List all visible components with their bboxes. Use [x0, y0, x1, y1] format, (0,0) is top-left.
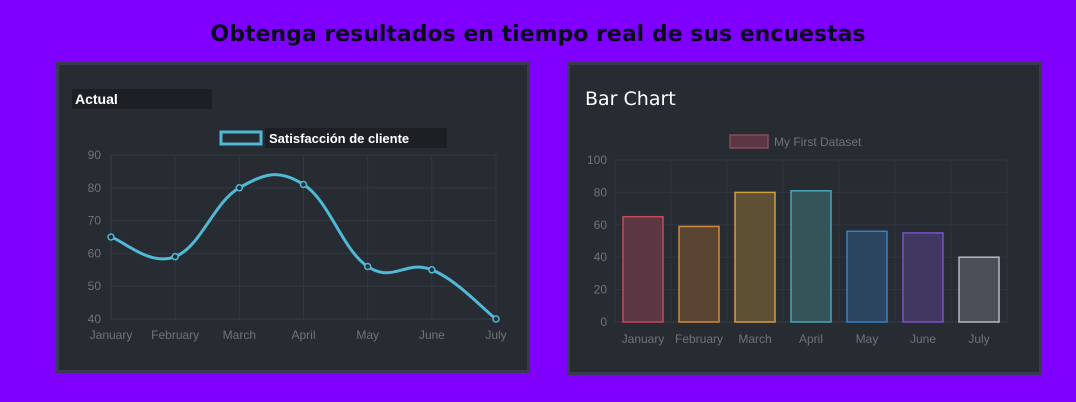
- data-point: [299, 180, 308, 189]
- data-point: [428, 266, 436, 274]
- y-tick-label: 20: [594, 283, 608, 297]
- line-chart-title: Actual: [72, 89, 212, 109]
- legend-swatch: [219, 130, 263, 146]
- bar-chart-panel: Bar Chart 0 20 40 60 80 100 My First Dataset Ja…: [567, 62, 1042, 375]
- x-tick-label: June: [910, 332, 936, 346]
- y-tick-label: 70: [88, 214, 102, 228]
- x-tick-label: May: [856, 332, 879, 346]
- line-chart: 40 50 60 70 80 90 January February March April May…: [88, 128, 507, 342]
- x-tick-label: February: [675, 332, 723, 346]
- y-tick-label: 60: [88, 246, 102, 260]
- x-tick-label: February: [151, 328, 199, 342]
- x-tick-label: March: [738, 332, 771, 346]
- bar: [622, 215, 664, 323]
- data-point: [492, 315, 500, 323]
- bar-chart-title: Bar Chart: [585, 88, 676, 110]
- y-tick-label: 50: [88, 279, 102, 293]
- y-tick-label: 40: [594, 250, 608, 264]
- data-point: [107, 233, 115, 241]
- x-tick-label: July: [485, 328, 506, 342]
- bar: [846, 230, 888, 323]
- legend-swatch: [729, 134, 769, 149]
- bar: [678, 225, 720, 323]
- x-tick-label: March: [223, 328, 256, 342]
- bar: [958, 256, 1000, 323]
- y-tick-label: 0: [600, 315, 607, 329]
- legend-label: My First Dataset: [774, 135, 862, 149]
- y-tick-label: 60: [594, 218, 608, 232]
- x-tick-label: January: [90, 328, 133, 342]
- bar-chart: 0 20 40 60 80 100 My First Dataset January Febru…: [587, 134, 1008, 346]
- line-chart-panel: Actual 40 50 60 70 80 90 January February March A…: [56, 62, 530, 373]
- data-point: [363, 262, 372, 271]
- x-tick-label: July: [968, 332, 989, 346]
- legend-label: Satisfacción de cliente: [269, 131, 409, 146]
- x-tick-label: May: [356, 328, 379, 342]
- bar: [790, 190, 832, 323]
- y-tick-label: 90: [88, 148, 102, 162]
- data-point: [235, 184, 244, 192]
- bar: [734, 191, 776, 323]
- y-tick-label: 40: [88, 312, 102, 326]
- y-tick-label: 80: [88, 181, 102, 195]
- y-tick-label: 80: [594, 185, 608, 199]
- x-tick-label: April: [291, 328, 315, 342]
- x-tick-label: January: [622, 332, 665, 346]
- y-tick-label: 100: [587, 153, 607, 167]
- bar: [902, 232, 944, 323]
- data-point: [171, 252, 179, 261]
- page-heading: Obtenga resultados en tiempo real de sus…: [210, 22, 866, 47]
- x-tick-label: June: [419, 328, 445, 342]
- legend-label-bg: [265, 128, 447, 148]
- x-tick-label: April: [799, 332, 823, 346]
